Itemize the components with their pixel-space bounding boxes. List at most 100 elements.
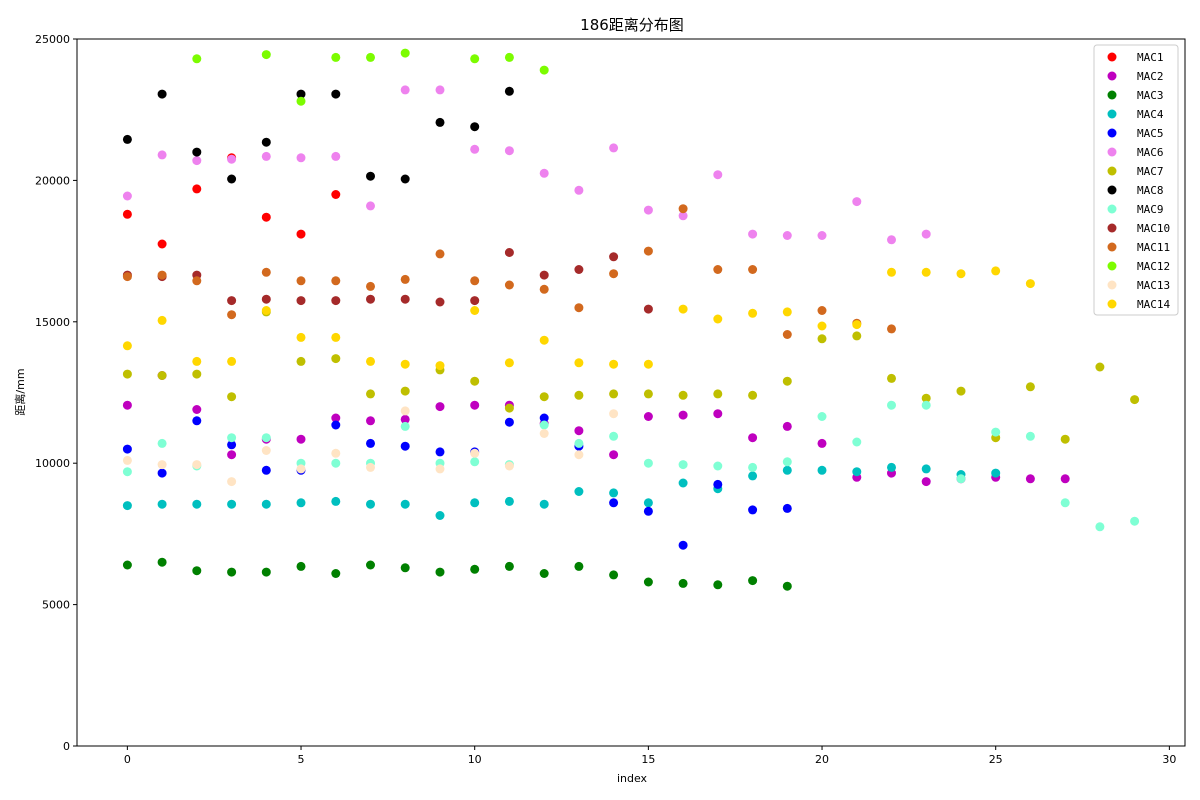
- y-tick-label: 5000: [42, 599, 70, 612]
- series-mac11: [122, 204, 896, 339]
- data-point: [366, 52, 375, 62]
- series-mac9: [122, 400, 1140, 532]
- data-point: [366, 171, 375, 181]
- data-point: [157, 499, 167, 509]
- data-point: [400, 441, 410, 451]
- data-point: [713, 389, 723, 399]
- series-mac7: [122, 307, 1140, 444]
- data-point: [748, 462, 758, 472]
- plot-area: [76, 38, 1186, 747]
- data-point: [122, 467, 132, 477]
- data-point: [122, 272, 132, 282]
- data-point: [748, 576, 758, 586]
- data-point: [713, 265, 723, 274]
- data-point: [643, 498, 653, 508]
- data-point: [643, 506, 653, 516]
- data-point: [366, 356, 375, 366]
- x-tick-label: 20: [815, 753, 829, 766]
- data-point: [539, 335, 549, 345]
- data-point: [574, 450, 584, 460]
- data-point: [366, 560, 375, 570]
- data-point: [192, 369, 202, 379]
- data-point: [400, 48, 410, 58]
- data-point: [748, 229, 758, 239]
- data-point: [713, 314, 723, 324]
- data-point: [643, 205, 653, 215]
- legend-item: MAC8: [1107, 184, 1164, 197]
- data-point: [539, 420, 549, 430]
- data-point: [782, 330, 792, 339]
- data-point: [122, 444, 132, 454]
- data-point: [192, 566, 202, 576]
- data-point: [609, 498, 619, 508]
- data-point: [261, 446, 271, 455]
- data-point: [1095, 362, 1105, 372]
- legend-marker: [1107, 185, 1117, 195]
- data-point: [887, 235, 896, 245]
- data-point: [400, 563, 410, 573]
- data-point: [852, 197, 862, 207]
- data-point: [157, 239, 167, 249]
- data-point: [1095, 522, 1105, 532]
- data-point: [261, 151, 271, 161]
- data-point: [122, 560, 132, 570]
- data-point: [400, 174, 410, 184]
- data-point: [331, 496, 341, 506]
- data-point: [470, 144, 480, 154]
- data-point: [122, 341, 132, 351]
- data-point: [1130, 516, 1140, 526]
- data-point: [991, 266, 1001, 276]
- data-point: [678, 304, 688, 314]
- legend-marker: [1107, 261, 1117, 271]
- data-point: [331, 420, 341, 430]
- data-point: [748, 433, 758, 443]
- legend-marker: [1107, 52, 1117, 62]
- data-point: [227, 356, 237, 366]
- data-point: [609, 450, 619, 460]
- data-point: [366, 389, 375, 399]
- data-point: [296, 96, 306, 106]
- series-mac1: [122, 153, 341, 249]
- data-point: [539, 284, 549, 294]
- x-tick-label: 10: [468, 753, 482, 766]
- data-point: [400, 294, 410, 304]
- data-point: [261, 567, 271, 577]
- legend-label: MAC12: [1137, 260, 1170, 273]
- data-point: [331, 276, 341, 286]
- data-point: [331, 448, 341, 458]
- x-tick-label: 25: [989, 753, 1003, 766]
- data-point: [192, 499, 202, 509]
- data-point: [296, 153, 306, 163]
- data-point: [782, 421, 792, 431]
- data-point: [504, 52, 514, 62]
- data-point: [227, 440, 237, 450]
- data-point: [678, 478, 688, 488]
- data-point: [261, 499, 271, 509]
- data-point: [435, 464, 445, 474]
- data-point: [400, 421, 410, 431]
- legend-marker: [1107, 242, 1117, 252]
- data-point: [748, 505, 758, 515]
- data-point: [782, 457, 792, 467]
- data-point: [574, 487, 584, 496]
- data-point: [504, 417, 514, 427]
- data-point: [678, 211, 688, 221]
- data-point: [748, 265, 758, 274]
- x-tick-label: 15: [641, 753, 655, 766]
- legend-label: MAC4: [1137, 108, 1164, 121]
- data-point: [574, 303, 584, 313]
- data-point: [609, 252, 619, 262]
- data-point: [435, 447, 445, 457]
- data-point: [192, 276, 202, 286]
- data-point: [504, 561, 514, 571]
- legend-item: MAC11: [1107, 241, 1170, 254]
- data-point: [366, 281, 375, 291]
- data-point: [539, 65, 549, 75]
- data-point: [157, 460, 167, 470]
- data-point: [227, 433, 237, 443]
- data-point: [713, 580, 723, 590]
- y-tick-label: 0: [63, 740, 70, 753]
- data-point: [227, 392, 237, 402]
- data-point: [678, 460, 688, 470]
- legend-marker: [1107, 223, 1117, 233]
